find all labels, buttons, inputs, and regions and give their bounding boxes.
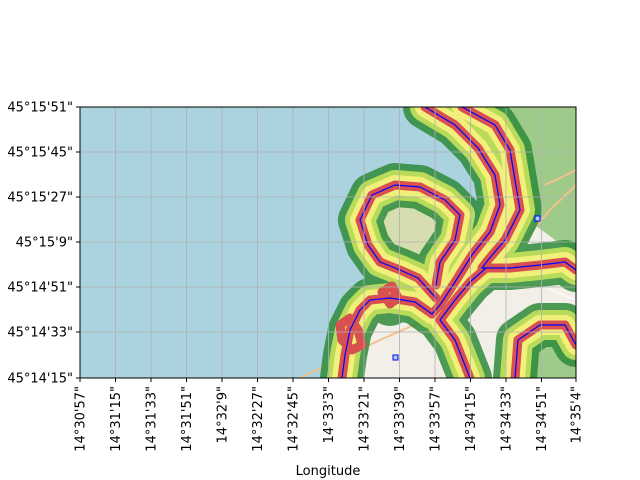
x-tick-label: 14°31'51" [180,386,195,452]
coastline-buffers [320,107,576,378]
marker-square-south [392,354,399,361]
x-tick-label: 14°32'27" [251,386,266,452]
x-tick-label: 14°33'39" [393,386,408,452]
map-plot-area [80,107,576,378]
x-tick-label: 14°34'33" [500,386,515,452]
x-tick-label: 14°34'51" [535,386,550,452]
grid-lines [80,107,576,378]
x-tick-label: 14°32'45" [287,386,302,452]
x-tick-label: 14°31'15" [109,386,124,452]
x-tick-label: 14°33'21" [358,386,373,452]
y-tick-label: 45°15'9" [16,236,73,251]
marker-square-east [534,215,541,222]
x-tick-label: 14°31'33" [145,386,160,452]
x-tick-label: 14°35'4" [570,386,585,443]
y-tick-label: 45°14'15" [7,372,73,387]
y-tick-label: 45°15'27" [7,191,73,206]
y-axis: 45°15'51" 45°15'45" 45°15'27" 45°15'9" 45°14… [7,101,80,387]
x-tick-label: 14°32'9" [216,386,231,443]
y-tick-label: 45°14'51" [7,281,73,296]
x-axis-title: Longitude [296,464,361,479]
x-tick-label: 14°33'3" [322,386,337,443]
y-tick-label: 45°14'33" [7,326,73,341]
x-tick-label: 14°34'15" [464,386,479,452]
y-tick-label: 45°15'51" [7,101,73,116]
x-tick-label: 14°33'57" [429,386,444,452]
y-tick-label: 45°15'45" [7,146,73,161]
x-axis: 14°30'57" 14°31'15" 14°31'33" 14°31'51" 14°3… [74,378,585,452]
x-tick-label: 14°30'57" [74,386,89,452]
